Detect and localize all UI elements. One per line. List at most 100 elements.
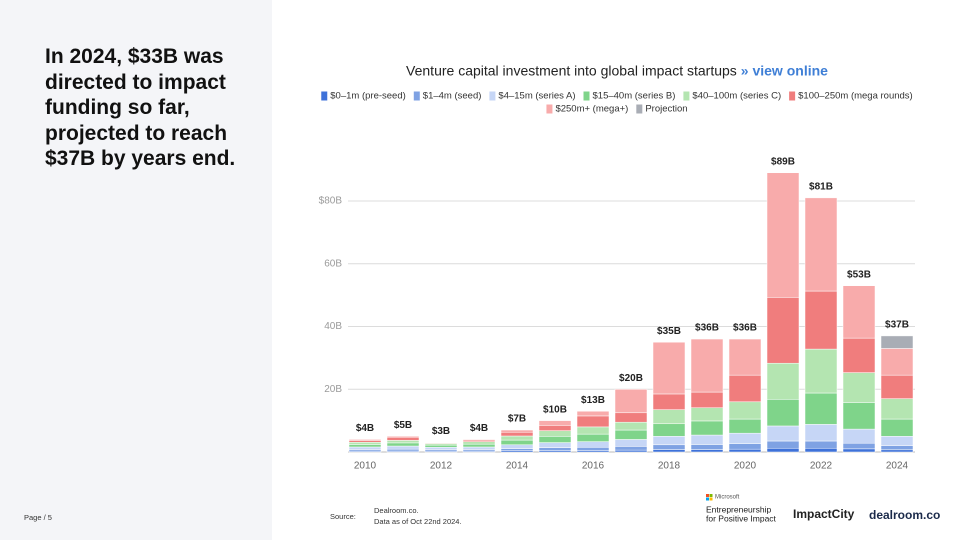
bar-segment [652,436,686,446]
bar-segment [614,439,648,447]
bar-segment [500,444,534,449]
total-label: $36B [733,323,757,334]
total-label: $81B [809,182,833,193]
total-label: $7B [508,414,526,425]
x-tick-label: 2022 [810,461,833,472]
source-line: Data as of Oct 22nd 2024. [374,517,462,526]
bar-segment [728,401,762,420]
bar-segment [614,449,648,453]
x-tick-label: 2010 [354,461,377,472]
legend-label: $100–250m (mega rounds) [798,91,913,102]
microsoft-logo: Microsoft [715,495,740,501]
headline: In 2024, $33B was directed to impact fun… [45,45,236,170]
bar-segment [348,440,382,443]
bar-segment [880,335,914,349]
legend-label: $0–1m (pre-seed) [330,91,406,102]
total-label: $5B [394,420,412,431]
y-tick-label: 20B [324,384,342,395]
bar-segment [614,429,648,440]
bar-segment [652,409,686,425]
bar-segment [766,425,800,442]
bar-segment [766,399,800,427]
bar-segment [538,447,572,451]
bar-segment [348,442,382,445]
logo-square [709,497,713,501]
y-tick-label: 40B [324,321,342,332]
bar-segment [880,418,914,437]
bar-segment [462,441,496,445]
bar-segment [842,402,876,430]
source-line: Dealroom.co. [374,506,419,515]
total-label: $3B [432,426,450,437]
bar-segment [804,290,838,350]
logo-square [706,497,709,501]
bar-segment [690,391,724,409]
legend-label: $250m+ (mega+) [555,104,628,115]
x-tick-label: 2012 [430,461,453,472]
bar-segment [652,449,686,453]
bar-segment [728,443,762,450]
bar-segment [766,362,800,400]
bar-segment [728,374,762,403]
bar-segment [576,410,610,417]
x-tick-label: 2020 [734,461,757,472]
bar-segment [766,172,800,298]
legend-swatch [583,91,590,101]
logo-square [709,494,713,497]
bar-segment [538,442,572,448]
y-tick-label: $80B [319,196,343,207]
legend-swatch [789,91,796,101]
bar-segment [690,449,724,453]
bar-segment [462,446,496,450]
bar-segment [766,440,800,449]
bar-segment [462,443,496,448]
view-online-link[interactable]: » view online [741,63,828,79]
legend-label: $15–40m (series B) [593,91,676,102]
bar-segment [614,421,648,431]
total-label: $20B [619,373,643,384]
bar-segment [538,425,572,431]
bar-segment [424,447,458,450]
bar-segment [614,389,648,414]
bar-segment [804,424,838,442]
bar-segment [576,447,610,451]
bar-segment [842,442,876,450]
bar-segment [880,348,914,376]
partner-logo: for Positive Impact [706,513,777,523]
bar-segment [386,437,420,441]
x-tick-label: 2024 [886,461,909,472]
bar-segment [842,337,876,373]
bar-segment [386,440,420,444]
total-label: $36B [695,323,719,334]
bar-segment [804,440,838,449]
legend-label: $1–4m (seed) [423,91,482,102]
legend-swatch [636,104,643,114]
total-label: $89B [771,156,795,167]
x-tick-label: 2014 [506,461,529,472]
bar-segment [880,436,914,446]
bar-segment [880,445,914,451]
bar-segment [728,448,762,453]
bar-segment [576,426,610,435]
bar-segment [500,439,534,446]
bar-segment [348,444,382,448]
bar-segment [576,433,610,442]
bar-segment [576,415,610,428]
legend-swatch [546,104,553,114]
bar-segment [880,449,914,453]
bar-segment [500,429,534,433]
bar-segment [348,446,382,450]
bar-segment [500,431,534,437]
bar-segment [690,407,724,422]
bar-segment [690,338,724,393]
bar-segment [500,448,534,451]
bar-segment [842,448,876,453]
bar-segment [728,338,762,376]
bar-segment [766,447,800,453]
y-tick-label: 60B [324,258,342,269]
legend-label: Projection [645,104,687,115]
legend-swatch [413,91,420,101]
side-panel [0,0,272,540]
